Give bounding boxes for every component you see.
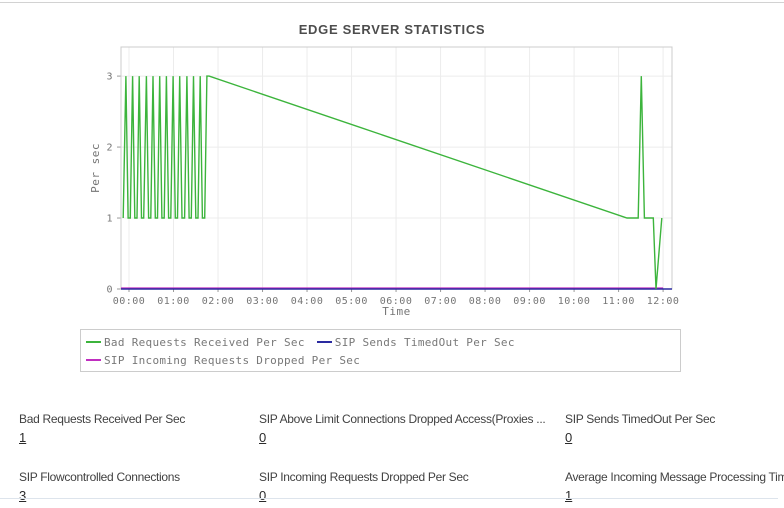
svg-text:10:00: 10:00 bbox=[558, 296, 591, 307]
svg-text:05:00: 05:00 bbox=[335, 296, 368, 307]
legend-item-bad-requests: Bad Requests Received Per Sec bbox=[86, 336, 305, 349]
svg-text:Per sec: Per sec bbox=[89, 143, 102, 193]
legend-row: SIP Incoming Requests Dropped Per Sec bbox=[86, 351, 675, 369]
stat-value-link[interactable]: 1 bbox=[19, 430, 27, 445]
stat-value-link[interactable]: 3 bbox=[19, 488, 27, 503]
svg-text:Time: Time bbox=[382, 305, 411, 318]
svg-text:09:00: 09:00 bbox=[513, 296, 546, 307]
svg-text:01:00: 01:00 bbox=[157, 296, 190, 307]
svg-text:3: 3 bbox=[106, 72, 113, 83]
stat-card-sip-sends-timedout: SIP Sends TimedOut Per Sec 0 bbox=[565, 412, 784, 447]
stat-value-link[interactable]: 0 bbox=[565, 430, 573, 445]
stats-grid: Bad Requests Received Per Sec 1 SIP Abov… bbox=[19, 412, 784, 505]
svg-text:12:00: 12:00 bbox=[647, 296, 680, 307]
svg-text:0: 0 bbox=[106, 285, 113, 296]
legend-label: SIP Incoming Requests Dropped Per Sec bbox=[104, 353, 361, 367]
stat-card-bad-requests: Bad Requests Received Per Sec 1 bbox=[19, 412, 259, 447]
svg-text:08:00: 08:00 bbox=[469, 296, 502, 307]
stat-card-avg-processing-time: Average Incoming Message Processing Time… bbox=[565, 470, 784, 505]
stat-label: SIP Sends TimedOut Per Sec bbox=[565, 412, 716, 426]
svg-text:06:00: 06:00 bbox=[380, 296, 413, 307]
bottom-divider bbox=[0, 498, 778, 499]
stat-label: Average Incoming Message Processing Time bbox=[565, 470, 784, 484]
legend-label: Bad Requests Received Per Sec bbox=[104, 335, 305, 349]
legend-row: Bad Requests Received Per Sec SIP Sends … bbox=[86, 333, 675, 351]
stat-label: Bad Requests Received Per Sec bbox=[19, 412, 186, 426]
page-title: EDGE SERVER STATISTICS bbox=[298, 22, 486, 37]
legend-item-sip-sends-timedout: SIP Sends TimedOut Per Sec bbox=[316, 335, 515, 349]
legend-swatch-navy bbox=[316, 341, 332, 343]
stat-card-sip-incoming-dropped: SIP Incoming Requests Dropped Per Sec 0 bbox=[259, 470, 565, 505]
stat-label: SIP Flowcontrolled Connections bbox=[19, 470, 180, 484]
svg-text:03:00: 03:00 bbox=[246, 296, 279, 307]
chart-legend: Bad Requests Received Per Sec SIP Sends … bbox=[80, 329, 681, 372]
stat-value-link[interactable]: 1 bbox=[565, 488, 573, 503]
stat-value-link[interactable]: 0 bbox=[259, 488, 267, 503]
legend-item-sip-incoming-dropped: SIP Incoming Requests Dropped Per Sec bbox=[86, 354, 360, 367]
legend-swatch-green bbox=[86, 341, 101, 343]
svg-text:2: 2 bbox=[106, 143, 113, 154]
stat-card-sip-above-limit: SIP Above Limit Connections Dropped Acce… bbox=[259, 412, 565, 447]
stat-value-link[interactable]: 0 bbox=[259, 430, 267, 445]
stat-card-sip-flowcontrolled: SIP Flowcontrolled Connections 3 bbox=[19, 470, 259, 505]
chart-svg: 00:00 01:00 02:00 03:00 04:00 05:00 06:00 07:00… bbox=[89, 46, 680, 318]
svg-text:04:00: 04:00 bbox=[291, 296, 324, 307]
svg-text:00:00: 00:00 bbox=[113, 296, 146, 307]
svg-text:02:00: 02:00 bbox=[202, 296, 235, 307]
legend-label: SIP Sends TimedOut Per Sec bbox=[334, 335, 515, 349]
svg-text:1: 1 bbox=[106, 214, 113, 225]
legend-swatch-magenta bbox=[86, 359, 101, 361]
svg-text:07:00: 07:00 bbox=[424, 296, 457, 307]
stat-label: SIP Incoming Requests Dropped Per Sec bbox=[259, 470, 469, 484]
top-divider bbox=[0, 2, 784, 3]
stat-label: SIP Above Limit Connections Dropped Acce… bbox=[259, 412, 546, 426]
svg-text:11:00: 11:00 bbox=[602, 296, 635, 307]
